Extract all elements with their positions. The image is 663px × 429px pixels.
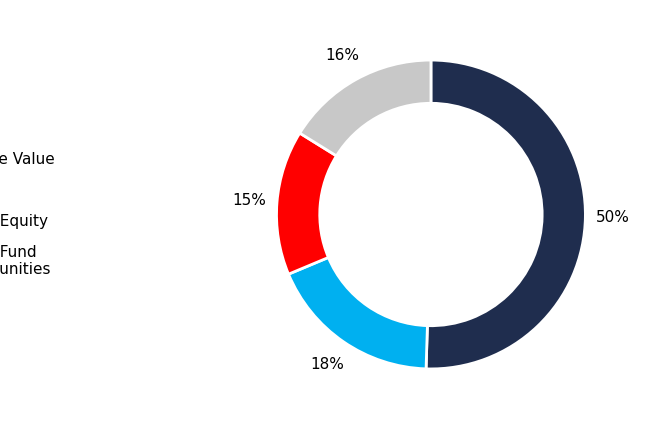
Text: 16%: 16% (326, 48, 359, 63)
Text: 50%: 50% (596, 210, 630, 225)
Legend: Relative Value, Macro, Global Equity, Global Fund
Opportunities: Relative Value, Macro, Global Equity, Gl… (0, 145, 61, 284)
Wedge shape (276, 133, 336, 274)
Wedge shape (426, 60, 585, 369)
Text: 18%: 18% (311, 357, 345, 372)
Text: 15%: 15% (232, 193, 267, 208)
Wedge shape (300, 60, 431, 156)
Wedge shape (288, 257, 428, 369)
